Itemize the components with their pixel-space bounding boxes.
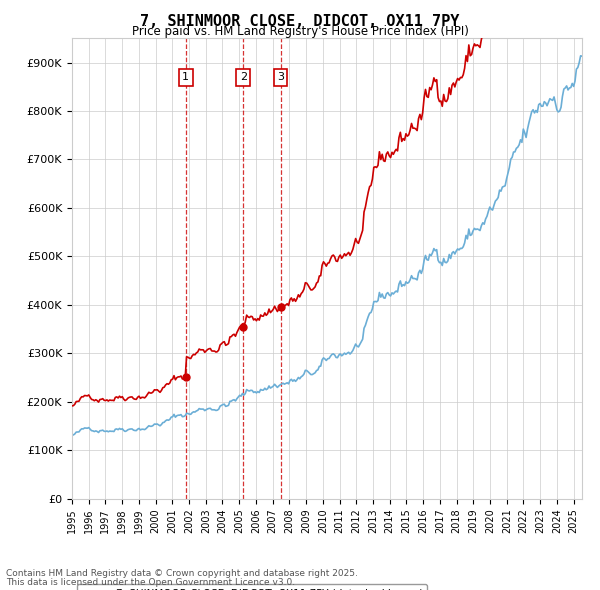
Legend: 7, SHINMOOR CLOSE, DIDCOT, OX11 7PY (detached house), HPI: Average price, detach: 7, SHINMOOR CLOSE, DIDCOT, OX11 7PY (det… xyxy=(77,584,427,590)
Text: 7, SHINMOOR CLOSE, DIDCOT, OX11 7PY: 7, SHINMOOR CLOSE, DIDCOT, OX11 7PY xyxy=(140,14,460,28)
Text: 1: 1 xyxy=(182,73,189,83)
Text: 3: 3 xyxy=(277,73,284,83)
Text: Price paid vs. HM Land Registry's House Price Index (HPI): Price paid vs. HM Land Registry's House … xyxy=(131,25,469,38)
Text: 2: 2 xyxy=(240,73,247,83)
Text: Contains HM Land Registry data © Crown copyright and database right 2025.: Contains HM Land Registry data © Crown c… xyxy=(6,569,358,578)
Text: This data is licensed under the Open Government Licence v3.0.: This data is licensed under the Open Gov… xyxy=(6,578,295,587)
